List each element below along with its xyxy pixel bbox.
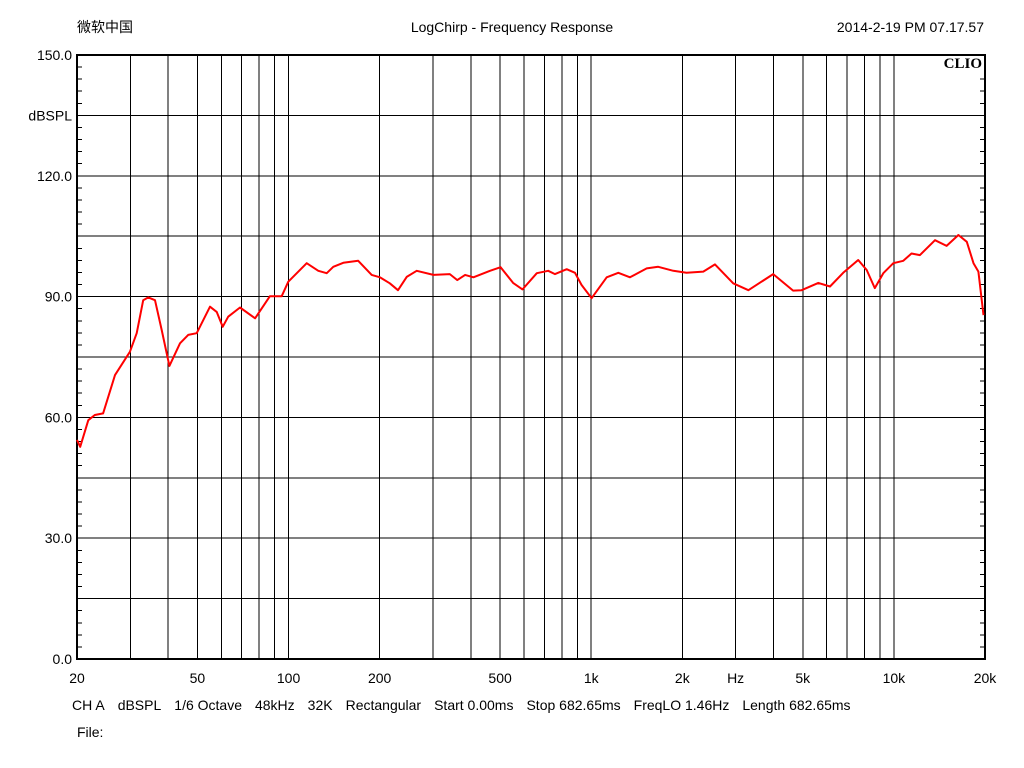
setting-item: Length 682.65ms: [742, 697, 850, 713]
grid: [76, 54, 986, 660]
x-tick-label: 50: [190, 670, 206, 686]
header-datetime: 2014-2-19 PM 07.17.57: [837, 19, 984, 35]
x-tick-label: 100: [277, 670, 301, 686]
y-tick-label: 150.0: [37, 47, 72, 63]
setting-item: 48kHz: [255, 697, 295, 713]
x-tick-label: 1k: [584, 670, 600, 686]
setting-item: dBSPL: [118, 697, 162, 713]
file-label: File:: [77, 724, 103, 740]
measurement-settings: CH A dBSPL 1/6 Octave 48kHz 32K Rectangular St…: [72, 697, 851, 713]
response-curve: [76, 234, 985, 448]
x-tick-label: 2k: [675, 670, 691, 686]
setting-item: 32K: [308, 697, 334, 713]
y-tick-label: 60.0: [45, 409, 72, 425]
setting-item: Rectangular: [346, 697, 422, 713]
y-tick-label: 30.0: [45, 530, 72, 546]
y-tick-label: 90.0: [45, 289, 72, 305]
setting-item: FreqLO 1.46Hz: [634, 697, 730, 713]
clio-logo: CLIO: [944, 56, 982, 72]
chart-title: LogChirp - Frequency Response: [411, 19, 614, 35]
axes: 150.0 120.0 90.0 60.0 30.0 0.0 dBSPL 20 50 100 200…: [28, 47, 997, 686]
x-tick-label: 20: [69, 670, 85, 686]
y-tick-label: 0.0: [53, 651, 73, 667]
setting-item: 1/6 Octave: [174, 697, 242, 713]
y-axis-label: dBSPL: [28, 107, 72, 123]
x-tick-label: 5k: [795, 670, 811, 686]
setting-item: Stop 682.65ms: [526, 697, 620, 713]
header-left-text: 微软中国: [77, 19, 133, 35]
x-axis-label: Hz: [727, 670, 744, 686]
setting-item: Start 0.00ms: [434, 697, 513, 713]
x-tick-label: 20k: [974, 670, 998, 686]
x-tick-label: 500: [488, 670, 512, 686]
x-tick-label: 10k: [883, 670, 907, 686]
setting-item: CH A: [72, 697, 105, 713]
logo-background: [938, 56, 984, 72]
y-tick-label: 120.0: [37, 168, 72, 184]
x-tick-label: 200: [368, 670, 392, 686]
